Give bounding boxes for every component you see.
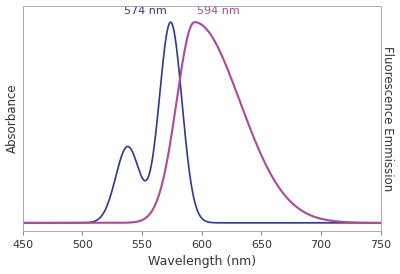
Y-axis label: Fluorescence Emmission: Fluorescence Emmission — [382, 46, 394, 191]
Text: 594 nm: 594 nm — [197, 6, 240, 16]
Text: 574 nm: 574 nm — [124, 6, 167, 16]
X-axis label: Wavelength (nm): Wavelength (nm) — [148, 255, 256, 269]
Y-axis label: Absorbance: Absorbance — [6, 84, 18, 153]
